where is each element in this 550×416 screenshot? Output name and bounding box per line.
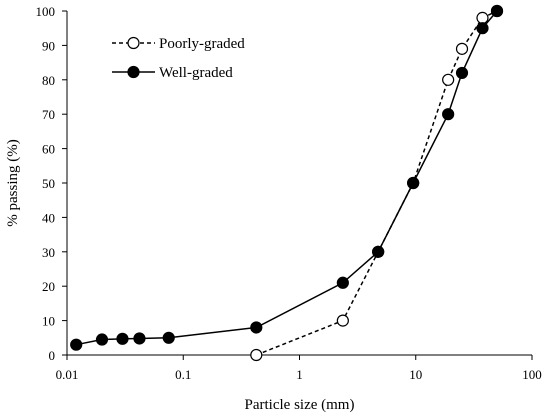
legend-entry: Poorly-graded: [112, 36, 245, 52]
data-point: [407, 176, 420, 190]
data-point: [476, 11, 489, 24]
y-tick-label: 70: [42, 107, 55, 122]
data-point: [250, 321, 263, 334]
legend-label: Well-graded: [159, 65, 233, 81]
legend-label: Poorly-graded: [159, 36, 245, 52]
y-axis-ticks: 0 10 20 30 40 50 60 70 80 90 100: [36, 4, 67, 363]
data-point: [116, 332, 129, 345]
data-point: [162, 331, 175, 344]
y-tick-label: 80: [42, 73, 55, 88]
data-point: [442, 73, 455, 86]
x-tick-label: 100: [522, 367, 542, 382]
x-tick-label: 10: [409, 367, 422, 382]
y-tick-label: 20: [42, 279, 55, 294]
series-line: [256, 10, 498, 356]
series-well-graded: [70, 4, 504, 351]
legend-marker: [127, 36, 140, 50]
y-axis-title: % passing (%): [5, 139, 21, 226]
y-tick-label: 40: [42, 210, 55, 225]
y-tick-label: 100: [36, 4, 56, 19]
x-axis-ticks: 0.01 0.1 1 10 100: [56, 355, 542, 382]
y-tick-label: 10: [42, 314, 55, 329]
data-point: [95, 333, 109, 346]
y-tick-label: 30: [42, 245, 55, 260]
legend-entry: Well-graded: [112, 65, 233, 81]
x-tick-label: 1: [296, 367, 303, 382]
x-tick-label: 0.1: [175, 367, 191, 382]
data-point: [455, 66, 469, 80]
legend: Poorly-graded Well-graded: [112, 36, 245, 81]
data-point: [336, 276, 349, 289]
series-layer: [70, 4, 504, 362]
y-tick-label: 50: [42, 176, 55, 191]
data-point: [455, 42, 469, 55]
data-point: [250, 348, 263, 362]
data-point: [70, 338, 83, 351]
data-point: [336, 314, 349, 327]
x-axis-title: Particle size (mm): [245, 397, 355, 413]
data-point: [372, 245, 385, 258]
data-point: [442, 108, 455, 121]
series-line: [76, 10, 498, 346]
legend-marker: [127, 65, 140, 79]
y-tick-label: 60: [42, 142, 55, 157]
data-point: [133, 332, 146, 345]
data-point: [490, 4, 504, 18]
data-point: [476, 22, 489, 35]
y-tick-label: 90: [42, 38, 55, 53]
series-poorly-graded: [250, 4, 504, 362]
x-tick-label: 0.01: [56, 367, 79, 382]
y-tick-label: 0: [49, 348, 56, 363]
